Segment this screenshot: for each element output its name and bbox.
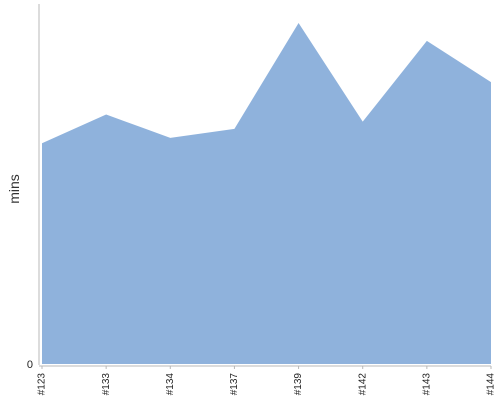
x-tick-label: #139: [293, 373, 304, 396]
data-point: [488, 79, 494, 85]
data-point: [167, 135, 173, 141]
data-point: [296, 20, 302, 26]
x-tick-label: #133: [101, 373, 112, 396]
x-tick-label: #142: [357, 373, 368, 396]
y-axis-label: mins: [6, 174, 22, 204]
x-tick-label: #144: [486, 373, 497, 396]
y-axis-label-container: mins: [2, 174, 26, 204]
area-series-0: [42, 22, 491, 364]
x-tick-label: #137: [229, 373, 240, 396]
data-point: [360, 119, 366, 125]
data-point: [39, 140, 45, 146]
data-point: [231, 126, 237, 132]
x-tick-label: #134: [165, 373, 176, 396]
x-tick-label: #123: [37, 373, 48, 396]
x-tick-label: #143: [421, 373, 432, 396]
data-point: [424, 38, 430, 44]
y-tick-label: 0: [27, 359, 33, 371]
data-point: [103, 111, 109, 117]
